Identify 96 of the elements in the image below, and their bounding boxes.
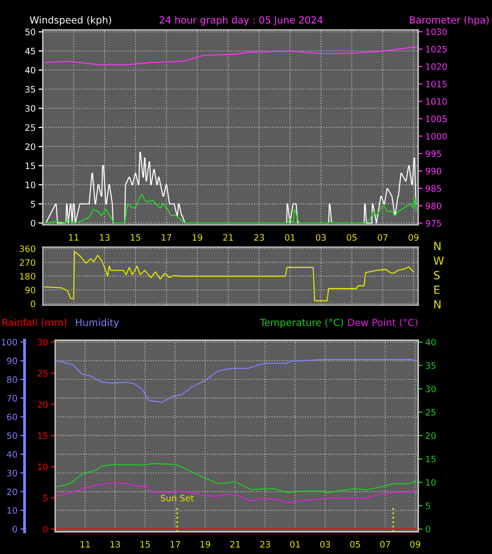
chart-title: 24 hour graph day : 05 June 2024 xyxy=(160,16,323,26)
y-tick-label: 90 xyxy=(7,358,18,364)
y3-tick-label: 20 xyxy=(38,401,48,408)
y2-tick-label: 0 xyxy=(426,526,430,532)
x-tick-label: 01 xyxy=(284,234,295,241)
y2-tick-label: 35 xyxy=(426,362,436,369)
y-tick-label: 30 xyxy=(7,470,18,476)
y2-tick-label: 1030 xyxy=(426,28,447,36)
text: W xyxy=(434,256,444,265)
x-tick-label: 01 xyxy=(290,541,300,548)
y2-tick-label: 25 xyxy=(426,408,436,416)
y2-tick-label: 1005 xyxy=(426,116,447,122)
y-tick-label: 0 xyxy=(30,300,36,308)
text: N xyxy=(434,300,440,308)
y-tick-label: 45 xyxy=(25,48,36,54)
y-tick-label: 270 xyxy=(20,259,36,266)
x-tick-label: 21 xyxy=(223,234,233,241)
y-tick-label: 30 xyxy=(25,105,36,112)
x-tick-label: 17 xyxy=(162,234,172,241)
x-tick-label: 07 xyxy=(378,234,388,241)
y3-tick-label: 25 xyxy=(38,370,48,377)
y2-tick-label: 985 xyxy=(426,185,442,192)
y-tick-label: 35 xyxy=(25,86,36,93)
y-tick-label: 0 xyxy=(30,220,36,226)
y2-tick-label: 1000 xyxy=(426,132,447,140)
x-tick-label: 13 xyxy=(110,541,120,548)
x-tick-label: 15 xyxy=(130,234,140,241)
y2-tick-label: 5 xyxy=(426,502,430,510)
x-tick-label: 07 xyxy=(380,541,390,548)
y2-tick-label: 975 xyxy=(426,220,442,227)
y-tick-label: 360 xyxy=(20,245,36,252)
y2-axis-title: Barometer (hpa) xyxy=(410,16,489,26)
y-tick-label: 80 xyxy=(7,376,18,383)
y-tick-label: 180 xyxy=(20,273,36,280)
text: Humidity xyxy=(76,318,119,328)
text: E xyxy=(434,286,440,294)
x-tick-label: 11 xyxy=(80,541,90,548)
line-series xyxy=(45,194,417,224)
x-tick-label: 05 xyxy=(350,541,360,548)
line-series xyxy=(56,482,417,504)
y-axis-title: Windspeed (kph) xyxy=(30,16,112,26)
y-tick-label: 20 xyxy=(7,488,18,496)
y-tick-label: 70 xyxy=(7,394,18,402)
y-tick-label: 40 xyxy=(25,66,36,74)
y2-tick-label: 40 xyxy=(426,338,436,346)
x-tick-label: 03 xyxy=(320,541,330,548)
x-tick-label: 23 xyxy=(254,234,264,241)
y2-tick-label: 1015 xyxy=(426,80,447,88)
y-tick-label: 15 xyxy=(26,162,36,170)
y3-tick-label: 30 xyxy=(38,338,48,346)
text: N xyxy=(434,242,440,250)
y-tick-label: 5 xyxy=(30,200,36,208)
y2-tick-label: 20 xyxy=(426,432,436,439)
y2-tick-label: 990 xyxy=(426,168,442,174)
y2-tick-label: 15 xyxy=(426,456,436,462)
y-tick-label: 10 xyxy=(26,182,36,188)
y-tick-label: 100 xyxy=(2,338,18,346)
y3-tick-label: 0 xyxy=(43,526,48,532)
y2-tick-label: 10 xyxy=(426,479,436,486)
x-tick-label: 19 xyxy=(192,234,202,241)
text: Rainfall (mm) xyxy=(2,318,66,328)
text: Dew Point (°C) xyxy=(348,318,418,328)
x-tick-label: 13 xyxy=(100,234,110,241)
x-tick-label: 17 xyxy=(170,541,180,548)
x-tick-label: 09 xyxy=(408,234,419,241)
y-tick-label: 0 xyxy=(12,526,18,532)
y-tick-label: 90 xyxy=(25,286,36,294)
y-tick-label: 50 xyxy=(7,432,18,439)
x-tick-label: 19 xyxy=(200,541,210,548)
y2-tick-label: 1025 xyxy=(426,46,447,53)
x-tick-label: 23 xyxy=(260,541,270,548)
y3-tick-label: 15 xyxy=(38,432,48,439)
y-tick-label: 10 xyxy=(7,507,18,514)
x-tick-label: 03 xyxy=(316,234,326,241)
x-tick-label: 09 xyxy=(410,541,420,548)
y2-tick-label: 995 xyxy=(426,150,442,157)
y-tick-label: 20 xyxy=(25,143,36,150)
x-tick-label: 05 xyxy=(346,234,357,241)
y-tick-label: 50 xyxy=(25,28,36,36)
x-tick-label: 21 xyxy=(230,541,240,548)
y2-tick-label: 980 xyxy=(426,202,442,210)
x-tick-label: 15 xyxy=(140,541,150,548)
line-series xyxy=(44,251,414,302)
y2-tick-label: 1020 xyxy=(426,63,447,70)
line-series xyxy=(56,358,417,403)
y2-tick-label: 30 xyxy=(426,386,436,392)
y-tick-label: 40 xyxy=(6,451,18,458)
x-tick-label: 11 xyxy=(69,234,78,241)
text: S xyxy=(434,270,440,280)
y-tick-label: 25 xyxy=(25,124,36,131)
text: Temperature (°C) xyxy=(260,318,344,328)
ref-line-label: Sun Set xyxy=(160,494,194,502)
y-tick-label: 60 xyxy=(7,414,18,420)
y3-tick-label: 5 xyxy=(43,494,48,502)
y2-tick-label: 1010 xyxy=(426,98,447,105)
y3-tick-label: 10 xyxy=(38,464,48,470)
